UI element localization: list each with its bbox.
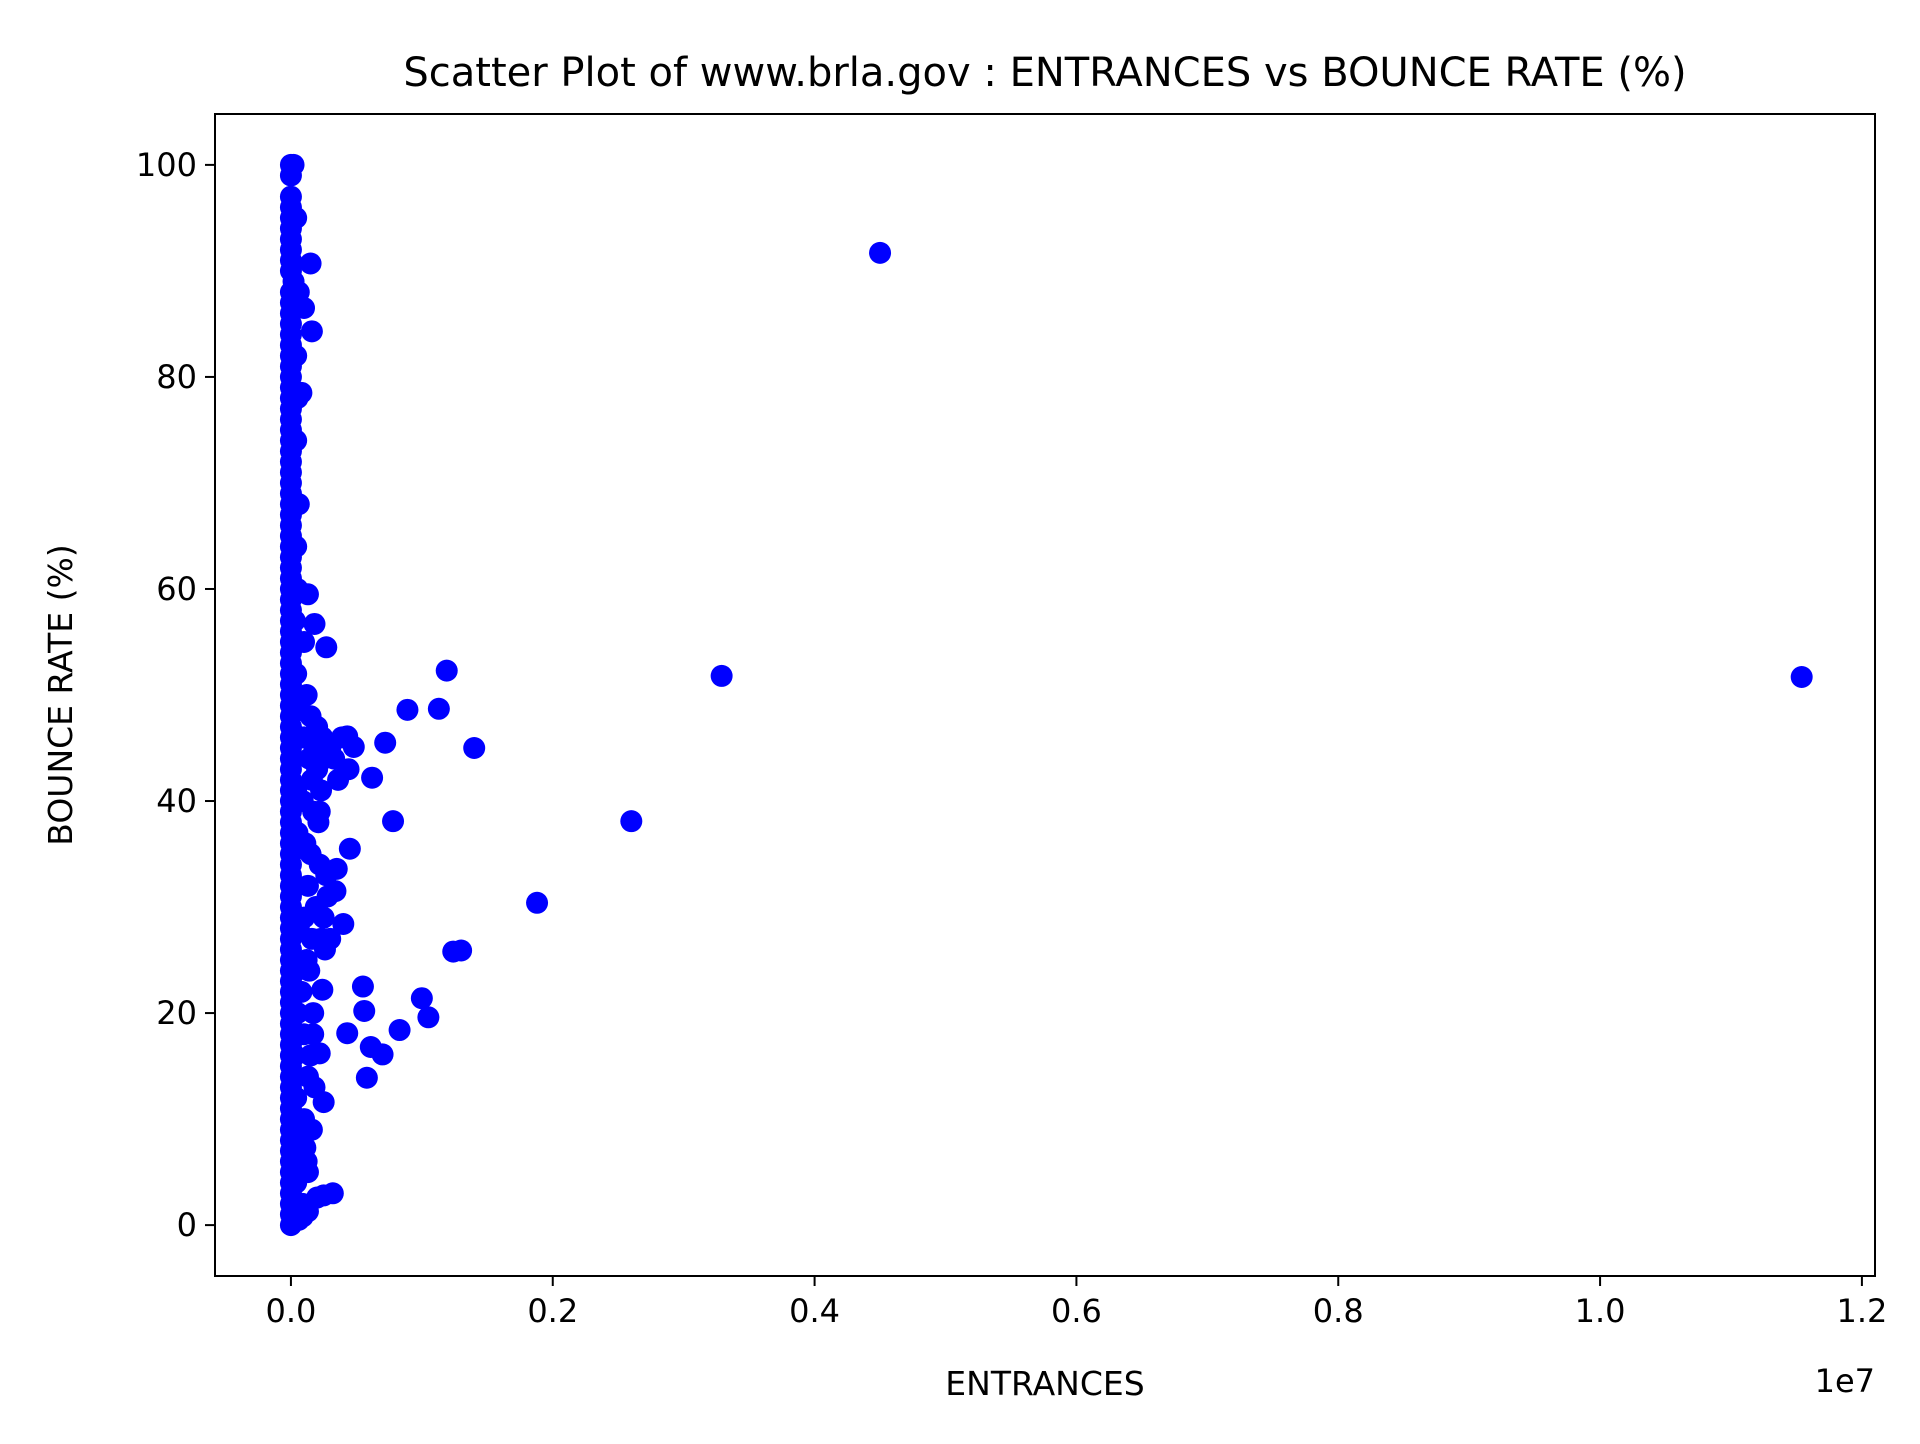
scatter-point bbox=[355, 1066, 378, 1089]
scatter-point bbox=[382, 810, 405, 833]
scatter-point bbox=[300, 320, 323, 343]
data-points bbox=[279, 153, 1813, 1237]
scatter-point bbox=[295, 684, 318, 706]
scatter-point bbox=[526, 891, 549, 914]
y-axis-ticks: 0 20 40 60 80 100 bbox=[136, 146, 215, 1244]
scatter-point bbox=[286, 1002, 309, 1025]
y-tick-label: 60 bbox=[156, 570, 197, 608]
scatter-point bbox=[290, 381, 313, 404]
scatter-point bbox=[342, 735, 365, 758]
scatter-point bbox=[285, 1086, 308, 1109]
x-axis-label: ENTRANCES bbox=[945, 1364, 1144, 1403]
scatter-point bbox=[299, 252, 322, 275]
x-tick-label: 0.2 bbox=[527, 1292, 578, 1330]
scatter-point bbox=[337, 758, 360, 781]
scatter-point bbox=[287, 493, 310, 516]
y-tick-label: 20 bbox=[156, 994, 197, 1032]
scatter-point bbox=[293, 297, 316, 320]
x-axis-ticks: 0.0 0.2 0.4 0.6 0.8 1.0 1.2 bbox=[265, 1276, 1887, 1330]
scatter-point bbox=[371, 1043, 394, 1066]
scatter-point bbox=[294, 1136, 317, 1159]
x-axis-offset-label: 1e7 bbox=[1815, 1362, 1875, 1400]
scatter-point bbox=[450, 939, 473, 962]
x-tick-label: 0.4 bbox=[789, 1292, 840, 1330]
scatter-point bbox=[361, 766, 384, 789]
scatter-point bbox=[285, 344, 308, 367]
scatter-point bbox=[388, 1019, 411, 1042]
scatter-point bbox=[285, 429, 308, 452]
scatter-point bbox=[283, 1044, 306, 1067]
scatter-point bbox=[302, 1002, 325, 1025]
x-tick-label: 0.6 bbox=[1051, 1292, 1102, 1330]
scatter-point bbox=[324, 880, 347, 903]
x-tick-label: 1.2 bbox=[1836, 1292, 1887, 1330]
scatter-point bbox=[410, 987, 433, 1010]
scatter-point bbox=[296, 1161, 319, 1184]
scatter-point bbox=[396, 698, 419, 721]
y-axis-label: BOUNCE RATE (%) bbox=[41, 544, 80, 845]
x-tick-label: 1.0 bbox=[1575, 1292, 1626, 1330]
x-tick-label: 0.0 bbox=[265, 1292, 316, 1330]
scatter-point bbox=[325, 857, 348, 880]
scatter-point bbox=[291, 1205, 314, 1228]
scatter-point bbox=[300, 1118, 323, 1141]
scatter-point bbox=[303, 612, 326, 635]
x-tick-label: 0.8 bbox=[1313, 1292, 1364, 1330]
scatter-point bbox=[285, 662, 308, 685]
scatter-point bbox=[279, 164, 302, 187]
scatter-point bbox=[417, 1006, 440, 1029]
scatter-point bbox=[374, 731, 397, 754]
scatter-point bbox=[336, 1022, 359, 1045]
scatter-point bbox=[311, 978, 334, 1001]
scatter-point bbox=[869, 241, 892, 264]
scatter-point bbox=[312, 906, 335, 929]
scatter-point bbox=[296, 874, 319, 897]
scatter-point bbox=[302, 1023, 325, 1046]
scatter-point bbox=[338, 837, 361, 860]
scatter-point bbox=[620, 810, 643, 833]
chart-title: Scatter Plot of www.brla.gov : ENTRANCES… bbox=[403, 50, 1686, 96]
scatter-point bbox=[1790, 665, 1813, 688]
scatter-point bbox=[351, 975, 374, 998]
scatter-point bbox=[435, 659, 458, 682]
y-tick-label: 0 bbox=[177, 1206, 197, 1244]
scatter-point bbox=[298, 959, 321, 982]
scatter-point bbox=[313, 938, 336, 961]
scatter-point bbox=[296, 583, 319, 606]
scatter-point bbox=[353, 999, 376, 1022]
scatter-point bbox=[315, 636, 338, 659]
scatter-point bbox=[427, 697, 450, 720]
scatter-point bbox=[332, 913, 355, 936]
y-tick-label: 40 bbox=[156, 782, 197, 820]
scatter-point bbox=[312, 1091, 335, 1114]
scatter-point bbox=[308, 1042, 331, 1065]
y-tick-label: 80 bbox=[156, 358, 197, 396]
scatter-point bbox=[710, 664, 733, 687]
scatter-point bbox=[290, 980, 313, 1003]
scatter-point bbox=[285, 535, 308, 558]
scatter-point bbox=[308, 800, 331, 823]
scatter-point bbox=[283, 609, 306, 632]
scatter-point bbox=[463, 737, 486, 760]
plot-frame bbox=[214, 113, 1876, 1277]
scatter-point bbox=[310, 779, 333, 802]
scatter-point bbox=[293, 630, 316, 653]
scatter-point bbox=[285, 206, 308, 229]
y-tick-label: 100 bbox=[136, 146, 197, 184]
